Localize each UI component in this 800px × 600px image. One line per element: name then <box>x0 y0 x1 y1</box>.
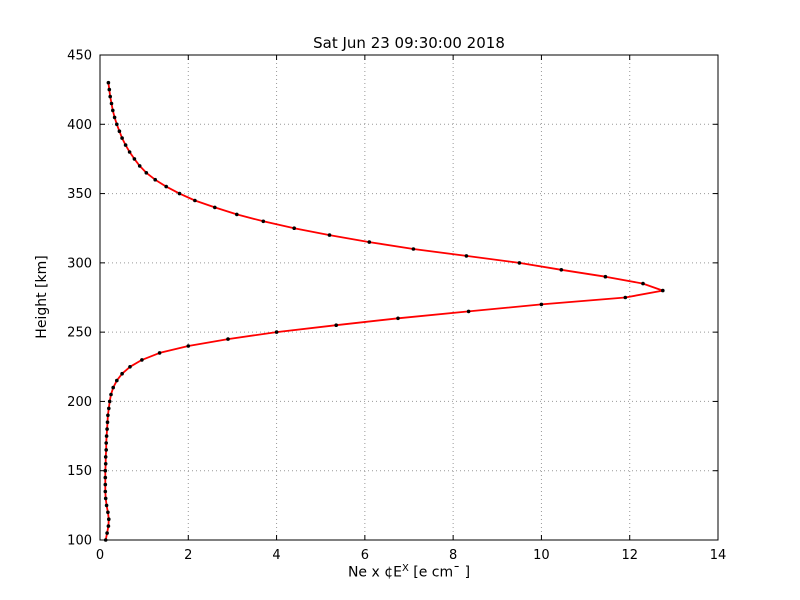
x-tick-label: 12 <box>621 548 638 563</box>
data-point-marker <box>157 351 162 355</box>
data-point-marker <box>140 358 144 362</box>
y-axis-label: Height [km] <box>34 255 50 339</box>
data-point-marker <box>123 143 128 147</box>
data-point-marker <box>115 122 119 127</box>
data-point-marker <box>111 108 115 113</box>
data-point-marker <box>132 157 137 161</box>
data-point-marker <box>107 87 112 92</box>
data-point-marker <box>559 268 564 272</box>
x-tick-label: 8 <box>449 548 457 563</box>
x-axis-label-superscript: X <box>401 563 409 574</box>
data-point-marker <box>103 482 108 487</box>
data-point-marker <box>106 413 110 418</box>
x-tick-label: 6 <box>361 548 369 563</box>
y-tick-label: 400 <box>67 118 92 133</box>
data-point-marker <box>466 309 471 314</box>
data-point-marker <box>186 344 191 348</box>
data-point-marker <box>464 254 469 258</box>
data-point-marker <box>127 150 132 154</box>
data-point-marker <box>111 385 115 390</box>
data-point-marker <box>177 191 182 196</box>
data-point-marker <box>327 233 332 237</box>
data-point-marker <box>164 184 168 189</box>
data-point-marker <box>106 510 110 515</box>
data-point-marker <box>367 240 372 244</box>
data-point-marker <box>120 136 124 140</box>
data-point-marker <box>292 226 297 230</box>
data-point-marker <box>235 212 239 217</box>
data-point-marker <box>334 323 339 328</box>
y-tick-label: 250 <box>67 326 92 341</box>
data-point-marker <box>107 517 111 521</box>
data-point-marker <box>274 330 279 334</box>
y-tick-label: 300 <box>67 256 92 271</box>
data-point-marker <box>128 365 132 369</box>
y-tick-label: 350 <box>67 187 92 202</box>
axes-border <box>99 54 719 541</box>
data-point-marker <box>144 171 149 175</box>
data-point-marker <box>107 406 111 411</box>
data-point-marker <box>108 94 112 99</box>
data-point-marker <box>105 531 109 535</box>
data-point-marker <box>106 524 111 528</box>
x-axis-label-suffix: [e cm¯ ] <box>408 564 471 581</box>
data-point-marker <box>104 441 108 445</box>
data-point-marker <box>261 219 266 224</box>
data-point-marker <box>105 420 110 425</box>
data-point-marker <box>109 101 114 106</box>
x-tick-label: 4 <box>272 548 280 563</box>
x-tick-label: 14 <box>710 548 727 563</box>
data-point-marker <box>112 115 117 120</box>
data-point-marker <box>117 129 122 133</box>
data-point-marker <box>109 392 113 397</box>
profile-line <box>104 82 664 541</box>
data-point-marker <box>120 371 124 376</box>
x-tick-label: 2 <box>184 548 192 563</box>
data-point-marker <box>411 247 416 251</box>
data-point-marker <box>226 337 230 341</box>
data-point-marker <box>539 302 544 307</box>
y-tick-label: 200 <box>67 395 92 410</box>
data-point-marker <box>517 261 522 265</box>
y-tick-label: 150 <box>67 464 92 479</box>
data-point-marker <box>137 164 142 168</box>
y-tick-label: 450 <box>67 49 92 64</box>
y-tick-label: 100 <box>67 534 92 549</box>
chart-title: Sat Jun 23 09:30:00 2018 <box>313 34 505 52</box>
data-point-marker <box>107 399 112 404</box>
data-point-marker <box>396 316 400 321</box>
x-tick-label: 0 <box>96 548 104 563</box>
data-point-marker <box>623 295 628 300</box>
data-point-marker <box>603 274 608 279</box>
data-point-marker <box>115 378 119 383</box>
data-point-marker <box>106 80 111 85</box>
data-point-marker <box>103 468 108 473</box>
data-point-marker <box>103 462 108 466</box>
data-point-marker <box>103 489 108 494</box>
data-point-marker <box>105 427 109 431</box>
x-axis-label: Ne x ¢EX [e cm¯ ] <box>100 563 718 581</box>
data-point-marker <box>213 205 217 210</box>
data-point-marker <box>104 448 108 452</box>
data-point-marker <box>104 434 109 438</box>
data-point-marker <box>641 281 645 286</box>
data-point-marker <box>153 177 157 182</box>
x-axis-label-prefix: Ne x ¢E <box>347 564 402 581</box>
data-point-marker <box>193 198 197 203</box>
data-point-marker <box>103 455 108 459</box>
x-tick-label: 10 <box>533 548 550 563</box>
data-point-marker <box>103 475 108 480</box>
data-point-marker <box>661 288 665 293</box>
data-point-marker <box>104 503 109 508</box>
data-point-marker <box>103 496 108 501</box>
